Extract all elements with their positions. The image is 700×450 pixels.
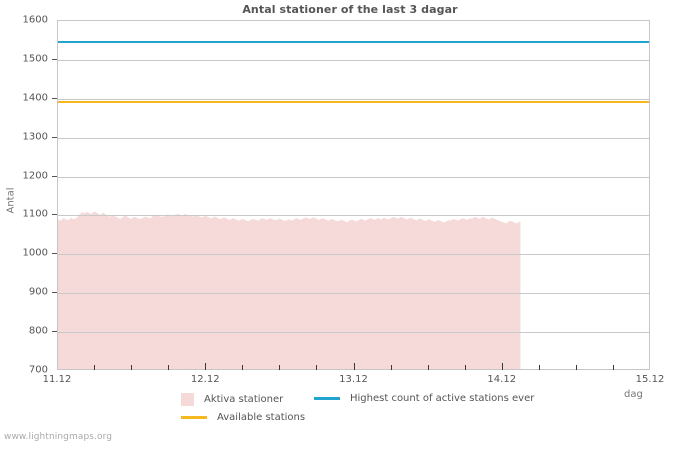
threshold-line [58,100,649,103]
x-tick-mark-minor [168,365,169,370]
legend-label: Aktiva stationer [204,394,284,405]
legend-item[interactable]: Highest count of active stations ever [314,393,534,404]
x-tick-mark-minor [94,365,95,370]
x-tick-mark-minor [465,365,466,370]
plot-area [57,20,650,370]
watermark: www.lightningmaps.org [4,432,113,442]
y-tick-label: 1100 [22,208,48,220]
y-tick-mark [52,331,57,332]
x-tick-label: 12.12 [190,374,220,385]
x-tick-mark-major [354,363,355,370]
y-tick-label: 1300 [22,131,48,143]
gridline [58,293,649,294]
gridline [58,177,649,178]
y-tick-label: 1200 [22,170,48,182]
gridline [58,99,649,100]
y-tick-label: 800 [28,325,48,337]
chart-legend: Aktiva stationer Highest count of active … [181,393,651,433]
x-tick-mark-minor [316,365,317,370]
chart-title: Antal stationer of the last 3 dagar [242,3,458,16]
y-tick-label: 1500 [22,53,48,65]
active-stations-area-series [58,211,521,369]
y-tick-mark [52,253,57,254]
gridline [58,254,649,255]
y-tick-mark [52,98,57,99]
x-tick-mark-minor [539,365,540,370]
area-fill [58,211,521,369]
y-tick-mark [52,59,57,60]
x-axis-title: dag [624,389,643,400]
x-tick-mark-minor [391,365,392,370]
y-tick-mark [52,292,57,293]
gridline [58,215,649,216]
legend-item[interactable]: Aktiva stationer [181,393,283,406]
x-tick-label: 13.12 [339,374,368,385]
legend-item[interactable]: Available stations [181,412,305,423]
y-tick-mark [52,214,57,215]
y-tick-label: 1000 [22,247,48,259]
x-tick-label: 15.12 [635,374,665,385]
threshold-line [58,41,649,44]
legend-label: Highest count of active stations ever [350,393,535,404]
x-tick-label: 14.12 [487,374,517,385]
y-tick-mark [52,176,57,177]
gridline [58,332,649,333]
x-tick-mark-minor [428,365,429,370]
legend-label: Available stations [217,412,306,423]
y-tick-mark [52,137,57,138]
x-tick-mark-minor [279,365,280,370]
x-tick-label: 11.12 [42,374,72,385]
x-tick-mark-minor [131,365,132,370]
y-tick-label: 1400 [22,92,48,104]
x-tick-mark-major [205,363,206,370]
gridline [58,60,649,61]
y-tick-label: 1600 [22,14,48,26]
legend-swatch-line-icon [314,397,340,400]
gridline [58,138,649,139]
y-tick-label: 900 [28,286,48,298]
x-tick-mark-minor [576,365,577,370]
x-tick-mark-minor [242,365,243,370]
y-axis: Antal 700 800 900 1000 1100 1200 1300 1400 1500 1… [0,0,57,450]
legend-swatch-line-icon [181,416,207,419]
x-tick-mark-major [502,363,503,370]
x-tick-mark-minor [613,365,614,370]
y-tick-label: 700 [28,364,48,376]
legend-swatch-box-icon [181,393,194,406]
